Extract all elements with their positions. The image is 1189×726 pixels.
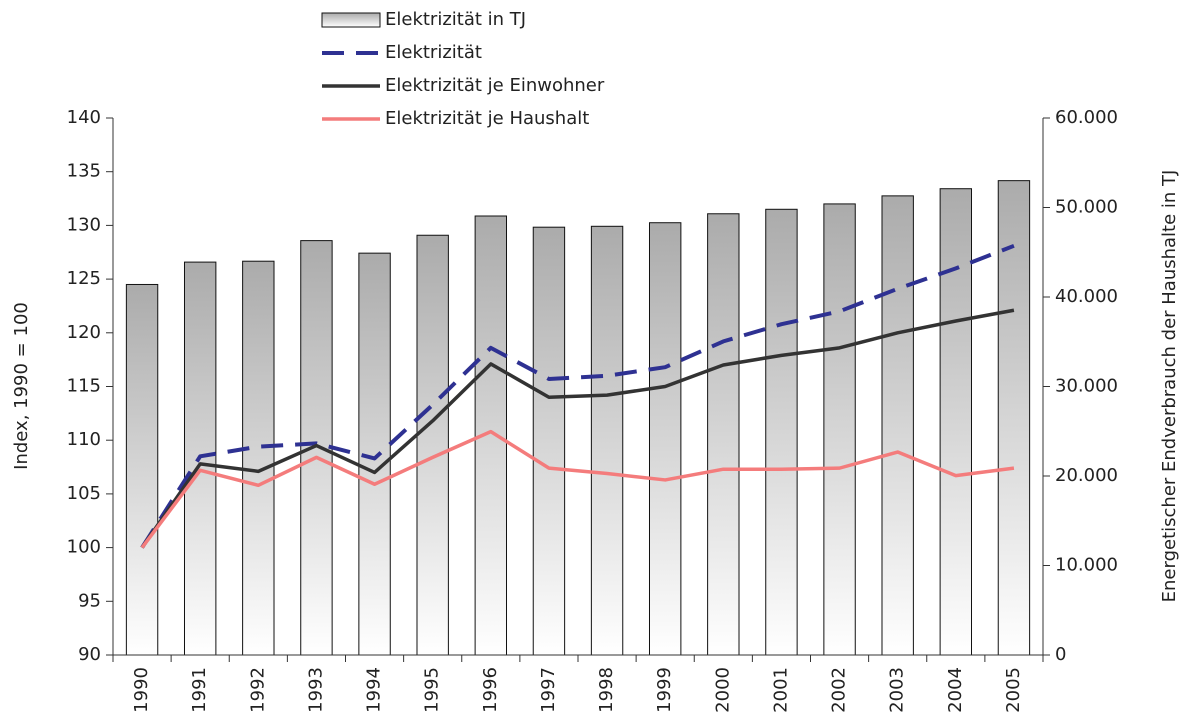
bar	[416, 234, 449, 656]
y-tick-label: 135	[67, 161, 101, 182]
bar	[997, 180, 1031, 656]
y2-tick-label: 40.000	[1055, 286, 1118, 307]
x-tick-label: 2005	[1003, 667, 1024, 713]
bar	[532, 226, 566, 656]
bar	[707, 213, 740, 656]
y-tick-label: 110	[67, 429, 101, 450]
y-tick-label: 115	[67, 376, 101, 397]
x-tick-label: 1996	[480, 667, 501, 713]
bar	[939, 188, 973, 656]
x-tick-label: 1995	[422, 667, 443, 713]
y-tick-label: 125	[67, 268, 101, 289]
y2-tick-label: 50.000	[1055, 197, 1118, 218]
x-tick-label: 2002	[829, 667, 850, 713]
y2-tick-label: 10.000	[1055, 555, 1118, 576]
bar	[648, 222, 682, 656]
y-tick-label: 120	[67, 322, 101, 343]
x-tick-label: 1990	[131, 667, 152, 713]
x-tick-label: 1997	[538, 667, 559, 713]
y-tick-label: 100	[67, 537, 101, 558]
bar	[881, 195, 914, 656]
x-tick-label: 2001	[770, 667, 791, 713]
y2-tick-label: 60.000	[1055, 107, 1118, 128]
bar	[823, 203, 856, 656]
x-tick-label: 1992	[247, 667, 268, 713]
y-tick-label: 130	[67, 214, 101, 235]
bar	[242, 260, 275, 656]
y-tick-label: 90	[78, 644, 101, 665]
line-series	[140, 429, 1015, 549]
legend-swatch	[321, 12, 381, 28]
y2-tick-label: 0	[1055, 644, 1066, 665]
x-tick-label: 1991	[189, 667, 210, 713]
x-tick-label: 2004	[945, 667, 966, 713]
bar	[125, 283, 159, 656]
line-series	[140, 308, 1015, 549]
legend-label: Elektrizität je Haushalt	[385, 108, 589, 129]
y2-tick-label: 30.000	[1055, 376, 1118, 397]
legend-label: Elektrizität in TJ	[385, 9, 526, 30]
y-axis-label: Index, 1990 = 100	[11, 302, 32, 470]
legend-label: Elektrizität	[385, 42, 482, 63]
x-tick-label: 1993	[305, 667, 326, 713]
bar	[300, 240, 333, 656]
bar	[765, 208, 798, 656]
y2-axis-label: Energetischer Endverbrauch der Haushalte…	[1159, 170, 1180, 603]
y-tick-label: 95	[78, 590, 101, 611]
y-tick-label: 105	[67, 483, 101, 504]
x-tick-label: 2000	[712, 667, 733, 713]
x-tick-label: 2003	[887, 667, 908, 713]
x-tick-label: 1994	[364, 667, 385, 713]
y2-tick-label: 20.000	[1055, 465, 1118, 486]
legend-label: Elektrizität je Einwohner	[385, 75, 605, 96]
x-tick-label: 1998	[596, 667, 617, 713]
x-tick-label: 1999	[654, 667, 675, 713]
y-tick-label: 140	[67, 107, 101, 128]
bar	[590, 225, 624, 656]
